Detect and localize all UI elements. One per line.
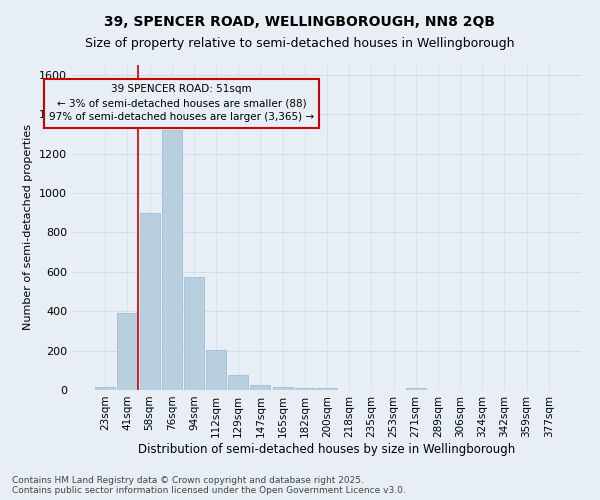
Bar [317, 388, 337, 390]
Text: 39, SPENCER ROAD, WELLINGBOROUGH, NN8 2QB: 39, SPENCER ROAD, WELLINGBOROUGH, NN8 2Q… [104, 15, 496, 29]
Bar [406, 388, 426, 390]
Bar [250, 385, 271, 390]
Bar [228, 375, 248, 390]
Y-axis label: Number of semi-detached properties: Number of semi-detached properties [23, 124, 34, 330]
Text: 39 SPENCER ROAD: 51sqm
← 3% of semi-detached houses are smaller (88)
97% of semi: 39 SPENCER ROAD: 51sqm ← 3% of semi-deta… [49, 84, 314, 122]
Bar [140, 212, 160, 390]
Bar [95, 387, 115, 390]
Text: Size of property relative to semi-detached houses in Wellingborough: Size of property relative to semi-detach… [85, 38, 515, 51]
Bar [162, 130, 182, 390]
Bar [295, 388, 315, 390]
Text: Contains HM Land Registry data © Crown copyright and database right 2025.
Contai: Contains HM Land Registry data © Crown c… [12, 476, 406, 495]
Bar [118, 313, 137, 390]
Bar [184, 276, 204, 390]
Bar [272, 387, 293, 390]
Bar [206, 350, 226, 390]
X-axis label: Distribution of semi-detached houses by size in Wellingborough: Distribution of semi-detached houses by … [139, 442, 515, 456]
